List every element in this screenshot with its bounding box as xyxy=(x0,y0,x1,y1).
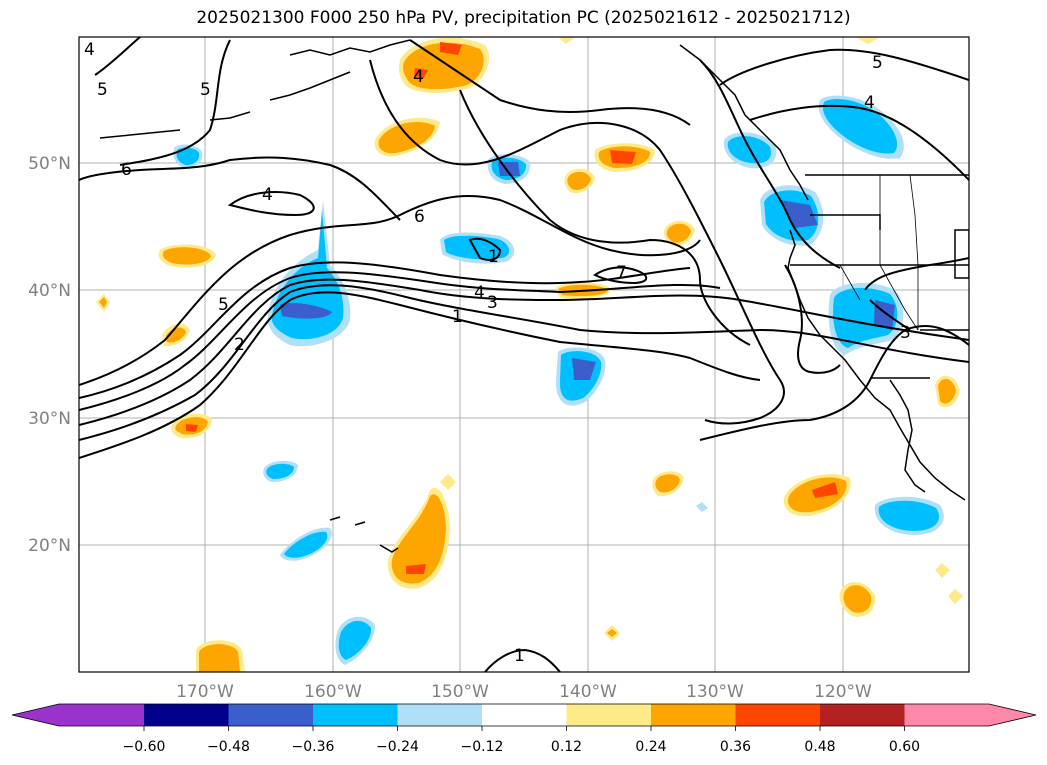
colorbar-tick-label: −0.24 xyxy=(376,739,419,755)
lon-label: 170°W xyxy=(176,682,234,702)
contour-label: 6 xyxy=(414,207,425,227)
colorbar-bin xyxy=(397,704,482,726)
map-title: 2025021300 F000 250 hPa PV, precipitatio… xyxy=(196,8,851,28)
contour-label: 5 xyxy=(200,80,211,100)
colorbar-bin xyxy=(313,704,398,726)
lat-label: 50°N xyxy=(28,154,71,174)
colorbar-tick-label: 0.12 xyxy=(551,739,582,755)
colorbar: −0.60 −0.48 −0.36 −0.24 −0.12 0.12 0.24 … xyxy=(11,703,1037,755)
colorbar-tick-label: 0.48 xyxy=(804,739,835,755)
contour-label: 4 xyxy=(84,40,95,60)
contour-label: 7 xyxy=(616,263,627,283)
colorbar-bin xyxy=(735,704,820,726)
lon-label: 160°W xyxy=(304,682,362,702)
colorbar-tick-label: 0.24 xyxy=(635,739,666,755)
latitude-labels: 50°N 40°N 30°N 20°N xyxy=(28,154,71,556)
map-frame xyxy=(78,36,970,673)
contour-label: 5 xyxy=(218,295,229,315)
contour-label: 2 xyxy=(234,335,245,355)
contour-label: 1 xyxy=(488,247,499,267)
colorbar-bin xyxy=(651,704,736,726)
colorbar-bin xyxy=(566,704,651,726)
pv-contours xyxy=(79,37,969,672)
coastlines xyxy=(99,39,969,553)
colorbar-bin xyxy=(228,704,313,726)
lon-label: 150°W xyxy=(431,682,489,702)
contour-label: 1 xyxy=(452,307,463,327)
contour-label: 4 xyxy=(474,283,485,303)
negative-precip-patches xyxy=(173,95,944,665)
lat-label: 20°N xyxy=(28,536,71,556)
lon-label: 140°W xyxy=(559,682,617,702)
contour-labels: 4 5 6 5 6 4 5 2 1 7 4 3 1 4 3 5 4 1 xyxy=(84,40,911,666)
lat-label: 30°N xyxy=(28,409,71,429)
contour-label: 4 xyxy=(413,67,424,87)
map-area xyxy=(79,37,969,672)
contour-label: 6 xyxy=(121,160,132,180)
colorbar-extend-low xyxy=(12,704,59,726)
colorbar-tick-label: 0.36 xyxy=(720,739,751,755)
contour-label: 5 xyxy=(97,80,108,100)
positive-precip-patches xyxy=(96,37,963,672)
contour-label: 3 xyxy=(487,293,498,313)
contour-label: 4 xyxy=(864,93,875,113)
contour-label: 4 xyxy=(262,185,273,205)
colorbar-bin xyxy=(59,704,144,726)
contour-label: 5 xyxy=(872,53,883,73)
contour-label: 3 xyxy=(900,323,911,343)
colorbar-tick-label: −0.12 xyxy=(461,739,504,755)
colorbar-bin xyxy=(904,704,989,726)
borders xyxy=(839,174,919,331)
lon-label: 120°W xyxy=(814,682,872,702)
colorbar-bin xyxy=(482,704,567,726)
colorbar-tick-label: −0.48 xyxy=(207,739,250,755)
colorbar-bin xyxy=(820,704,905,726)
colorbar-tick-labels: −0.60 −0.48 −0.36 −0.24 −0.12 0.12 0.24 … xyxy=(123,739,921,755)
colorbar-tick-label: 0.60 xyxy=(889,739,920,755)
colorbar-extend-high xyxy=(989,704,1036,726)
colorbar-tick-label: −0.36 xyxy=(292,739,335,755)
colorbar-ticks xyxy=(143,726,905,731)
lat-label: 40°N xyxy=(28,281,71,301)
lon-label: 130°W xyxy=(686,682,744,702)
longitude-labels: 170°W 160°W 150°W 140°W 130°W 120°W xyxy=(176,682,872,702)
colorbar-tick-label: −0.60 xyxy=(123,739,166,755)
colorbar-bin xyxy=(144,704,229,726)
contour-label: 1 xyxy=(514,646,525,666)
